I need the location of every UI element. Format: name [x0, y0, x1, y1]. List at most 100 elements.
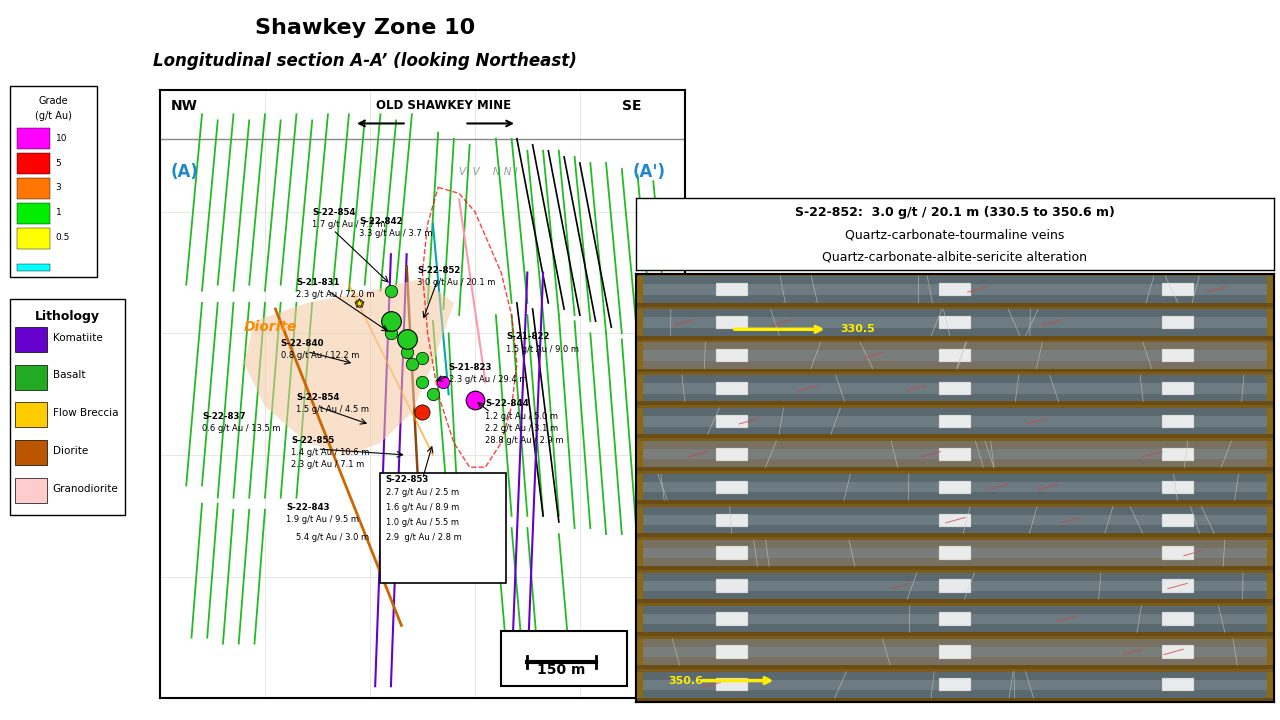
Bar — [716, 316, 748, 329]
Bar — [940, 415, 970, 428]
Bar — [716, 613, 748, 626]
Bar — [15, 327, 47, 352]
Text: Quartz-carbonate-albite-sericite alteration: Quartz-carbonate-albite-sericite alterat… — [822, 251, 1088, 264]
Text: S-22-855: S-22-855 — [878, 459, 904, 464]
Bar — [643, 284, 1267, 294]
Bar — [643, 383, 1267, 394]
Bar — [636, 698, 1274, 702]
Bar — [940, 513, 970, 527]
Bar — [636, 534, 1274, 537]
Text: S-22-843: S-22-843 — [865, 451, 891, 456]
Bar — [17, 228, 50, 248]
Bar — [643, 449, 1267, 459]
Bar — [636, 566, 1274, 570]
Text: S-22-852: S-22-852 — [897, 468, 923, 473]
Text: 0.5: 0.5 — [55, 233, 70, 242]
Text: S-22-837: S-22-837 — [801, 413, 827, 418]
Bar — [643, 639, 1267, 665]
Bar — [15, 364, 47, 390]
Bar — [636, 537, 1274, 540]
Bar — [15, 402, 47, 428]
Bar — [716, 513, 748, 527]
Text: S-21-822: S-21-822 — [507, 333, 550, 341]
Bar — [940, 546, 970, 559]
Text: 3.0 g/t Au / 20.1 m: 3.0 g/t Au / 20.1 m — [417, 278, 495, 287]
Text: S-22-854: S-22-854 — [312, 208, 356, 217]
Point — [380, 328, 401, 339]
Polygon shape — [636, 359, 777, 467]
Bar — [940, 613, 970, 626]
Text: NW: NW — [170, 99, 197, 113]
Text: 1.5 g/t Au / 9.0 m: 1.5 g/t Au / 9.0 m — [507, 345, 580, 354]
Bar — [716, 382, 748, 395]
Text: 330.5: 330.5 — [840, 324, 876, 334]
Point — [900, 490, 920, 502]
Bar — [636, 274, 1274, 276]
Bar — [1162, 580, 1194, 593]
Bar — [636, 599, 1274, 603]
Point — [849, 448, 869, 459]
Text: Shawkey Zone 10: Shawkey Zone 10 — [255, 18, 475, 38]
Point — [412, 377, 433, 388]
Text: 3.3 g/t Au / 3.7 m: 3.3 g/t Au / 3.7 m — [360, 229, 433, 238]
Point — [893, 482, 914, 494]
Text: S-22-844: S-22-844 — [916, 494, 942, 499]
Text: Granodiorite: Granodiorite — [52, 484, 119, 494]
Text: S-22-852:  3.0 g/t / 20.1 m (330.5 to 350.6 m): S-22-852: 3.0 g/t / 20.1 m (330.5 to 350… — [795, 206, 1115, 219]
Bar — [643, 573, 1267, 599]
Text: SE: SE — [622, 99, 641, 113]
Bar — [940, 480, 970, 494]
Text: 0.8 g/t Au / 12.2 m: 0.8 g/t Au / 12.2 m — [280, 351, 360, 360]
Point — [402, 358, 422, 369]
Text: 1.0 g/t Au / 5.5 m: 1.0 g/t Au / 5.5 m — [385, 518, 458, 527]
Bar — [636, 665, 1274, 669]
Bar — [716, 283, 748, 296]
Bar — [1162, 283, 1194, 296]
Text: 150 m: 150 m — [538, 663, 586, 677]
Point — [412, 352, 433, 364]
Text: Longitudinal section A-A’ (looking Northeast): Longitudinal section A-A’ (looking North… — [152, 52, 577, 70]
Bar — [643, 317, 1267, 328]
Bar — [17, 264, 50, 271]
Bar — [380, 473, 507, 582]
Point — [906, 499, 927, 510]
Text: 3: 3 — [55, 184, 61, 192]
Point — [380, 285, 401, 297]
Bar — [636, 669, 1274, 672]
Text: S-21-831: S-21-831 — [859, 443, 884, 447]
Bar — [1162, 448, 1194, 461]
Bar — [643, 350, 1267, 361]
Bar — [716, 645, 748, 659]
Bar — [643, 672, 1267, 698]
Text: S-22-854: S-22-854 — [910, 485, 936, 490]
Bar — [17, 178, 50, 199]
Text: A': A' — [993, 580, 1009, 593]
Bar — [643, 613, 1267, 624]
Point — [842, 439, 863, 451]
Text: 350.6: 350.6 — [668, 675, 703, 685]
Bar — [716, 348, 748, 362]
Bar — [636, 405, 1274, 408]
Bar — [940, 448, 970, 461]
Bar — [636, 472, 1274, 474]
Text: S-22-840: S-22-840 — [280, 338, 324, 348]
Bar — [636, 307, 1274, 309]
Text: Diorite: Diorite — [865, 454, 900, 481]
Text: A: A — [771, 391, 781, 405]
Point — [817, 426, 837, 438]
Text: 10: 10 — [55, 134, 67, 143]
Point — [397, 333, 417, 345]
Point — [412, 407, 433, 418]
Text: 2.3 g/t Au / 72.0 m: 2.3 g/t Au / 72.0 m — [297, 290, 375, 299]
Point — [422, 389, 443, 400]
Bar — [636, 434, 1274, 438]
Text: 1: 1 — [55, 208, 61, 217]
Point — [397, 346, 417, 357]
Text: 1.9 g/t Au / 9.5 m: 1.9 g/t Au / 9.5 m — [285, 515, 358, 524]
Point — [786, 409, 806, 420]
Bar — [940, 382, 970, 395]
Bar — [1162, 613, 1194, 626]
Bar — [636, 632, 1274, 636]
Bar — [643, 482, 1267, 492]
Polygon shape — [827, 428, 993, 531]
